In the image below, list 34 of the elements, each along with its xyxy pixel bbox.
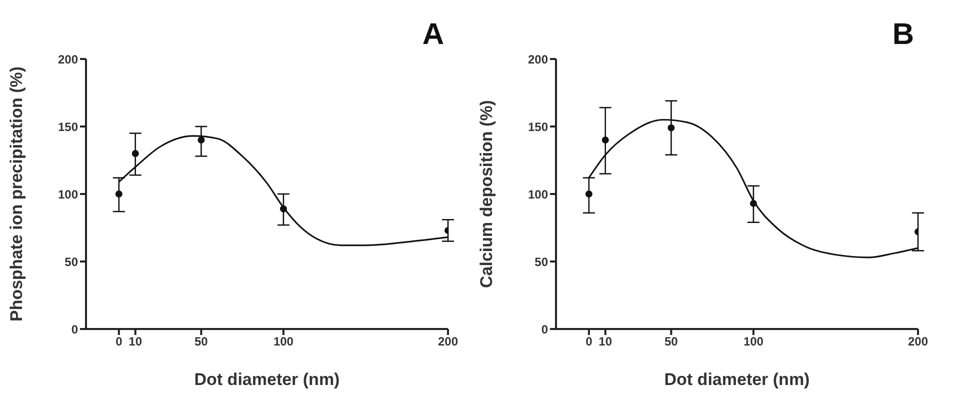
y-tick-label: 200	[528, 52, 548, 66]
y-axis-title: Phosphate ion precipitation (%)	[7, 66, 26, 322]
y-tick-label: 0	[71, 322, 78, 336]
y-tick-label: 0	[541, 322, 548, 336]
point	[280, 205, 287, 212]
x-axis-title: Dot diameter (nm)	[664, 370, 810, 389]
x-tick-label: 0	[586, 334, 593, 349]
x-tick-label: 200	[908, 334, 928, 349]
point	[602, 136, 609, 144]
chart-title: A	[422, 18, 444, 52]
point	[132, 150, 139, 157]
point	[668, 124, 675, 132]
x-tick-label: 100	[273, 334, 294, 349]
x-axis-title: Dot diameter (nm)	[194, 370, 340, 389]
point	[750, 200, 757, 207]
x-tick-label: 50	[664, 334, 678, 349]
y-tick-label: 150	[58, 120, 78, 134]
point	[115, 190, 122, 198]
y-tick-label: 200	[58, 52, 78, 66]
y-tick-label: 50	[534, 254, 548, 269]
x-tick-label: 50	[194, 334, 208, 349]
y-tick-label: 50	[64, 254, 78, 269]
x-tick-label: 100	[743, 334, 764, 349]
y-tick-label: 100	[58, 187, 78, 202]
y-tick-label: 150	[528, 120, 548, 134]
chart-title: B	[892, 18, 914, 52]
y-tick-label: 100	[528, 187, 548, 202]
point	[198, 136, 205, 144]
point	[585, 190, 592, 198]
x-tick-label: 10	[128, 334, 142, 349]
y-axis-title: Calcium deposition (%)	[477, 100, 496, 288]
x-tick-label: 10	[598, 334, 612, 349]
x-tick-label: 0	[116, 334, 123, 349]
x-tick-label: 200	[438, 334, 458, 349]
